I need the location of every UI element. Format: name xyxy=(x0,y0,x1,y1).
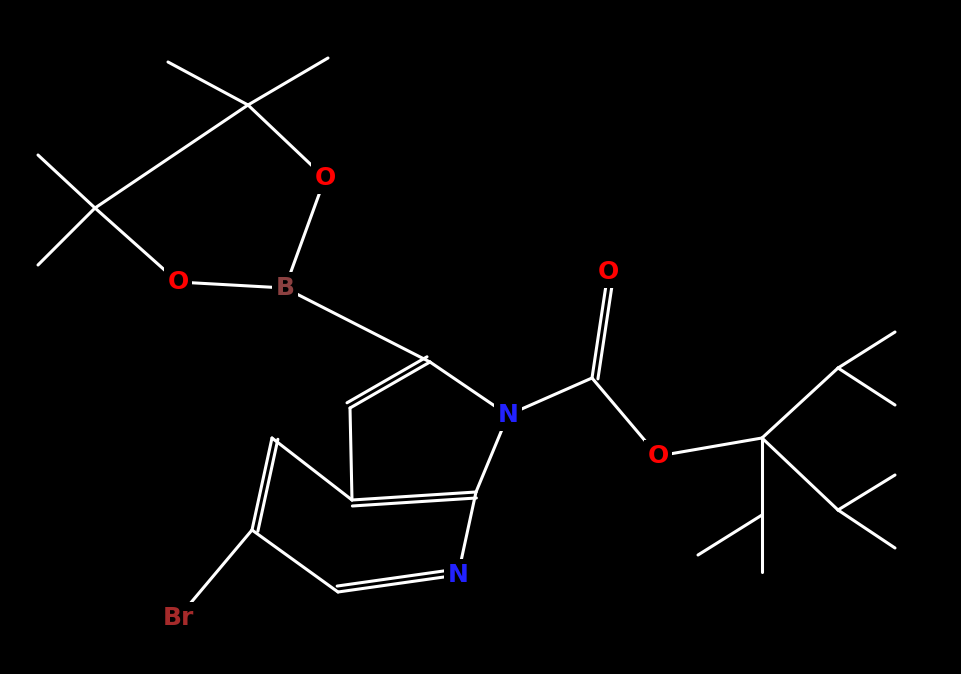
Text: N: N xyxy=(448,563,468,587)
Text: O: O xyxy=(314,166,335,190)
Text: N: N xyxy=(498,403,518,427)
Text: O: O xyxy=(648,444,669,468)
Text: B: B xyxy=(276,276,294,300)
Text: O: O xyxy=(598,260,619,284)
Text: Br: Br xyxy=(162,606,194,630)
Text: O: O xyxy=(167,270,188,294)
